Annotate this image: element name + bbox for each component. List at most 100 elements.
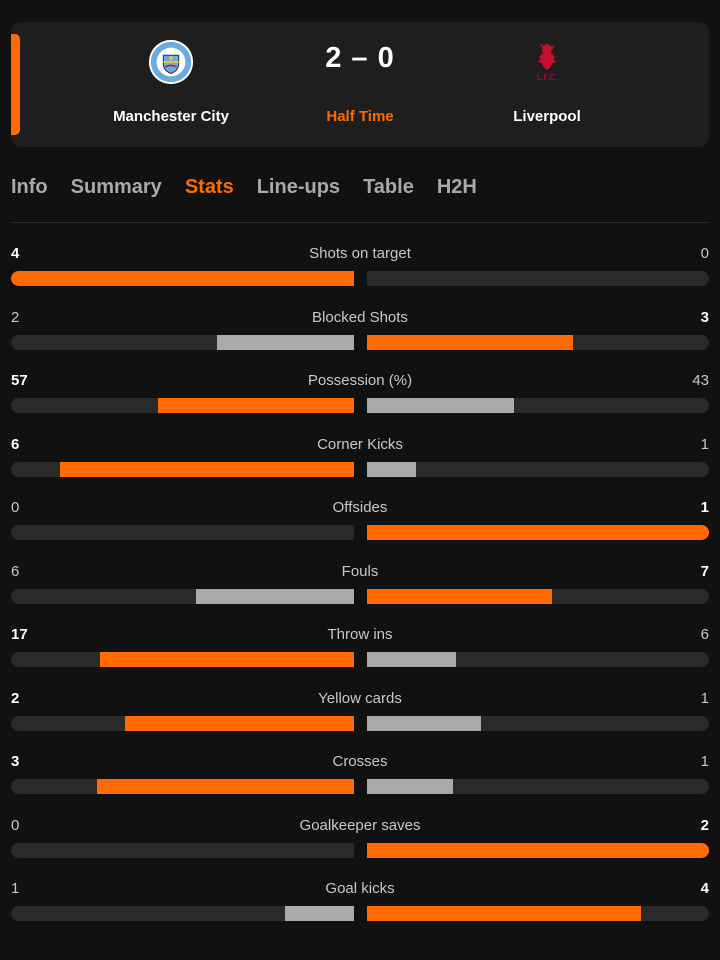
stat-label: Yellow cards — [318, 689, 402, 707]
stat-home-value: 2 — [11, 308, 20, 326]
home-bar-track — [11, 398, 354, 413]
stat-label: Crosses — [332, 753, 388, 770]
home-team-name: Manchester City — [113, 108, 229, 125]
away-bar-fill — [367, 779, 453, 794]
home-bar-fill — [60, 461, 354, 477]
away-bar-fill — [367, 842, 709, 858]
away-bar-track — [367, 461, 709, 477]
away-bar-track — [367, 334, 709, 350]
stat-row: 2 Blocked Shots 3 — [11, 309, 709, 359]
home-bar-fill — [217, 334, 354, 350]
stat-home-value: 6 — [11, 562, 20, 580]
away-bar-fill — [367, 525, 709, 540]
away-bar-track — [367, 398, 709, 413]
home-bar-fill — [11, 271, 354, 286]
stat-home-value: 2 — [11, 689, 20, 707]
stat-row: 17 Throw ins 6 — [11, 626, 709, 676]
stat-home-value: 17 — [11, 626, 28, 643]
stat-label: Throw ins — [327, 626, 393, 643]
home-team[interactable]: Manchester City — [71, 22, 271, 147]
home-bar-track — [11, 334, 354, 350]
manchester-city-crest-icon — [148, 39, 194, 85]
stat-label: Shots on target — [309, 245, 411, 262]
home-bar-fill — [100, 652, 354, 667]
stat-away-value: 43 — [692, 372, 709, 389]
away-bar-track — [367, 779, 709, 794]
home-bar-track — [11, 779, 354, 794]
stat-row: 1 Goal kicks 4 — [11, 880, 709, 930]
away-bar-fill — [367, 334, 573, 350]
stat-row: 6 Corner Kicks 1 — [11, 436, 709, 486]
stat-label: Corner Kicks — [317, 435, 403, 453]
away-bar-fill — [367, 461, 416, 477]
stat-label: Goalkeeper saves — [299, 816, 421, 834]
away-bar-track — [367, 525, 709, 540]
stat-away-value: 3 — [700, 308, 709, 326]
tab-h2h[interactable]: H2H — [436, 176, 477, 198]
tab-line-ups[interactable]: Line-ups — [256, 176, 341, 198]
away-bar-track — [367, 271, 709, 286]
svg-text:L.F.C.: L.F.C. — [537, 73, 557, 82]
away-bar-track — [367, 842, 709, 858]
away-bar-track — [367, 715, 709, 731]
stat-row: 57 Possession (%) 43 — [11, 372, 709, 422]
match-tabs: Info Summary Stats Line-ups Table H2H — [11, 176, 500, 206]
home-bar-track — [11, 588, 354, 604]
stat-label: Blocked Shots — [312, 308, 408, 326]
stat-home-value: 0 — [11, 499, 20, 516]
stat-home-value: 0 — [11, 816, 20, 834]
stat-label: Possession (%) — [307, 372, 413, 389]
away-team[interactable]: L.F.C. Liverpool — [447, 22, 647, 147]
home-bar-track — [11, 715, 354, 731]
match-status: Half Time — [326, 108, 394, 125]
away-bar-track — [367, 906, 709, 921]
tab-stats[interactable]: Stats — [184, 176, 234, 198]
home-bar-fill — [125, 715, 354, 731]
stat-away-value: 7 — [700, 562, 709, 580]
stat-away-value: 0 — [700, 245, 709, 262]
home-bar-track — [11, 842, 354, 858]
stat-home-value: 1 — [11, 880, 20, 897]
away-bar-fill — [367, 652, 456, 667]
match-score: 2 – 0 — [325, 42, 395, 74]
stat-label: Offsides — [332, 499, 388, 516]
stat-row: 3 Crosses 1 — [11, 753, 709, 803]
home-bar-fill — [97, 779, 354, 794]
away-bar-track — [367, 588, 709, 604]
stat-label: Fouls — [341, 562, 379, 580]
home-bar-track — [11, 652, 354, 667]
away-bar-fill — [367, 398, 514, 413]
home-bar-fill — [196, 588, 354, 604]
stat-row: 0 Offsides 1 — [11, 499, 709, 549]
stat-row: 6 Fouls 7 — [11, 563, 709, 613]
stat-row: 0 Goalkeeper saves 2 — [11, 817, 709, 867]
liverpool-crest-icon: L.F.C. — [537, 43, 557, 82]
tab-table[interactable]: Table — [363, 176, 414, 198]
stat-home-value: 57 — [11, 372, 28, 389]
tabs-divider — [11, 222, 709, 223]
stat-label: Goal kicks — [325, 880, 395, 897]
stat-away-value: 2 — [700, 816, 709, 834]
stat-away-value: 6 — [700, 626, 709, 643]
accent-strip — [11, 34, 20, 135]
stat-away-value: 1 — [700, 753, 709, 770]
home-bar-track — [11, 271, 354, 286]
stat-home-value: 3 — [11, 753, 20, 770]
match-header-card: Manchester City 2 – 0 Half Time L.F.C. L… — [11, 22, 709, 147]
stat-away-value: 4 — [700, 880, 709, 897]
stat-home-value: 4 — [11, 245, 20, 262]
away-bar-track — [367, 652, 709, 667]
stat-away-value: 1 — [700, 435, 709, 453]
home-bar-track — [11, 906, 354, 921]
tab-info[interactable]: Info — [11, 176, 48, 198]
away-bar-fill — [367, 588, 552, 604]
away-bar-fill — [367, 715, 481, 731]
home-bar-fill — [285, 906, 354, 921]
tab-summary[interactable]: Summary — [70, 176, 162, 198]
home-bar-track — [11, 461, 354, 477]
stat-away-value: 1 — [700, 499, 709, 516]
away-team-name: Liverpool — [513, 108, 581, 125]
home-bar-fill — [158, 398, 354, 413]
stat-row: 4 Shots on target 0 — [11, 245, 709, 295]
home-bar-track — [11, 525, 354, 540]
